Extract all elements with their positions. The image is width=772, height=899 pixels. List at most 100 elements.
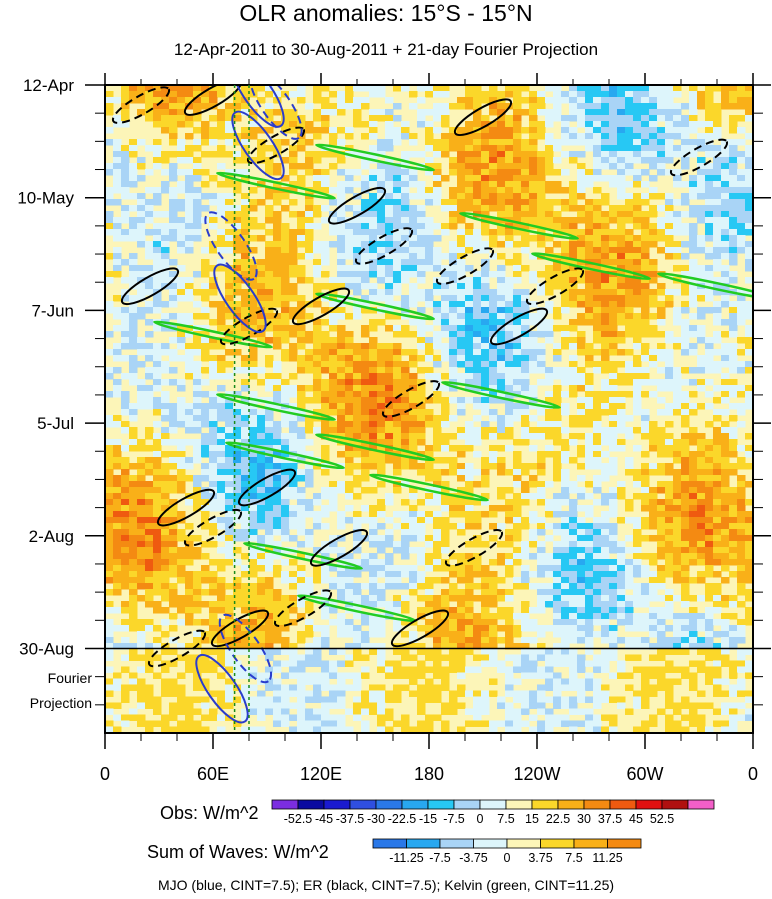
- field-cell: [201, 313, 210, 320]
- field-cell: [609, 229, 618, 236]
- field-cell: [561, 121, 570, 128]
- field-cell: [417, 499, 426, 506]
- field-cell: [545, 109, 554, 116]
- field-cell: [641, 391, 650, 398]
- field-cell: [449, 313, 458, 320]
- field-cell: [537, 421, 546, 428]
- field-cell: [457, 571, 466, 578]
- field-cell: [545, 331, 554, 338]
- field-cell: [633, 385, 642, 392]
- field-cell: [481, 469, 490, 476]
- field-cell: [465, 355, 474, 362]
- field-cell: [601, 367, 610, 374]
- field-cell: [193, 487, 202, 494]
- field-cell: [369, 223, 378, 230]
- field-cell: [465, 553, 474, 560]
- field-cell: [265, 289, 274, 296]
- field-cell: [641, 223, 650, 230]
- field-cell: [537, 103, 546, 110]
- field-cell: [577, 217, 586, 224]
- field-cell: [433, 577, 442, 584]
- field-cell: [305, 169, 314, 176]
- field-cell: [265, 553, 274, 560]
- field-cell: [273, 523, 282, 530]
- field-cell: [689, 511, 698, 518]
- field-cell: [153, 211, 162, 218]
- field-cell: [673, 565, 682, 572]
- field-cell: [633, 175, 642, 182]
- field-cell: [369, 553, 378, 560]
- field-cell: [105, 373, 114, 380]
- field-cell: [201, 271, 210, 278]
- field-cell: [321, 241, 330, 248]
- field-cell: [649, 331, 658, 338]
- field-cell: [177, 409, 186, 416]
- field-cell: [401, 403, 410, 410]
- field-cell: [513, 511, 522, 518]
- field-cell: [457, 127, 466, 134]
- field-cell: [593, 463, 602, 470]
- field-cell: [585, 235, 594, 242]
- field-cell: [377, 373, 386, 380]
- field-cell: [521, 361, 530, 368]
- field-cell: [433, 289, 442, 296]
- field-cell: [137, 499, 146, 506]
- field-cell: [393, 325, 402, 332]
- field-cell: [545, 337, 554, 344]
- field-cell: [297, 301, 306, 308]
- field-cell: [233, 493, 242, 500]
- field-cell: [713, 241, 722, 248]
- field-cell: [265, 511, 274, 518]
- field-cell: [545, 301, 554, 308]
- field-cell: [153, 385, 162, 392]
- field-cell: [585, 169, 594, 176]
- field-cell: [465, 139, 474, 146]
- field-cell: [577, 505, 586, 512]
- field-cell: [633, 199, 642, 206]
- field-cell: [601, 85, 610, 92]
- field-cell: [705, 499, 714, 506]
- field-cell: [233, 367, 242, 374]
- field-cell: [305, 313, 314, 320]
- field-cell: [193, 169, 202, 176]
- field-cell: [289, 535, 298, 542]
- field-cell: [505, 373, 514, 380]
- field-cell: [225, 529, 234, 536]
- field-cell: [233, 577, 242, 584]
- field-cell: [553, 199, 562, 206]
- field-cell: [553, 349, 562, 356]
- field-cell: [169, 295, 178, 302]
- field-cell: [257, 565, 266, 572]
- field-cell: [377, 163, 386, 170]
- field-cell: [241, 211, 250, 218]
- field-cell: [121, 487, 130, 494]
- field-cell: [681, 127, 690, 134]
- field-cell: [729, 427, 738, 434]
- field-cell: [673, 313, 682, 320]
- field-cell: [153, 541, 162, 548]
- field-cell: [161, 181, 170, 188]
- field-cell: [665, 523, 674, 530]
- field-cell: [465, 127, 474, 134]
- field-cell: [713, 145, 722, 152]
- field-cell: [529, 361, 538, 368]
- field-cell: [105, 229, 114, 236]
- field-cell: [569, 97, 578, 104]
- field-cell: [737, 151, 746, 158]
- field-cell: [337, 259, 346, 266]
- field-cell: [505, 277, 514, 284]
- field-cell: [425, 217, 434, 224]
- field-cell: [169, 529, 178, 536]
- field-cell: [529, 193, 538, 200]
- field-cell: [361, 391, 370, 398]
- field-cell: [513, 301, 522, 308]
- field-cell: [193, 427, 202, 434]
- field-cell: [633, 331, 642, 338]
- field-cell: [329, 379, 338, 386]
- field-cell: [657, 565, 666, 572]
- field-cell: [145, 517, 154, 524]
- field-cell: [513, 349, 522, 356]
- field-cell: [425, 187, 434, 194]
- field-cell: [361, 133, 370, 140]
- field-cell: [137, 289, 146, 296]
